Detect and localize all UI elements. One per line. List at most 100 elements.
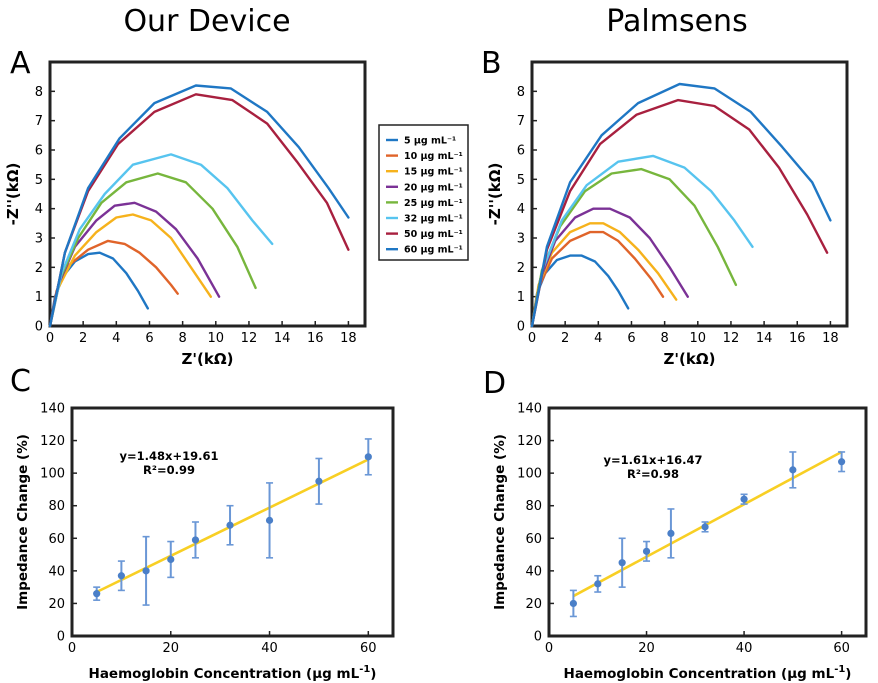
data-point [594, 580, 602, 588]
nyquist-curve-60-ug-ml [530, 82, 832, 328]
y-tick-label: 2 [517, 261, 525, 276]
y-tick-label: 4 [517, 202, 525, 217]
x-axis-title-end: ) [845, 666, 851, 682]
nyquist-curve-50-ug-ml [530, 98, 829, 328]
y-tick-label: 40 [48, 564, 65, 579]
x-axis-title: Z'(kΩ) [664, 350, 716, 368]
legend-box [378, 124, 469, 261]
x-tick-label: 18 [822, 331, 839, 346]
data-point [117, 572, 125, 580]
concentration-legend: 5 μg mL⁻¹ 10 μg mL⁻¹ 15 μg mL⁻¹ 20 μg mL⁻¹ 2… [378, 124, 469, 261]
data-point [93, 590, 101, 598]
x-tick-label: 0 [545, 641, 553, 656]
y-tick-label: 100 [40, 467, 65, 482]
y-tick-label: 0 [534, 630, 542, 645]
column-title-palmsens: Palmsens [606, 4, 748, 39]
y-axis-title: -Z''(kΩ) [4, 163, 22, 226]
x-tick-label: 20 [638, 641, 655, 656]
regression-equation: y=1.61x+16.47 [604, 453, 703, 467]
data-point [167, 555, 175, 564]
nyquist-curve-25-ug-ml [48, 172, 257, 328]
y-tick-label: 1 [517, 290, 525, 305]
nyquist-curve-50-ug-ml [48, 93, 350, 328]
y-tick-label: 140 [517, 402, 542, 417]
x-tick-label: 60 [833, 641, 850, 656]
x-axis-title-main: Haemoglobin Concentration (μg mL [89, 666, 360, 682]
x-tick-label: 16 [307, 331, 324, 346]
data-point [701, 523, 709, 531]
y-tick-label: 6 [35, 144, 43, 159]
legend-label: 15 μg mL⁻¹ [404, 167, 463, 178]
panel-letter-d: D [483, 366, 507, 401]
x-axis-title-superscript: -1 [834, 664, 845, 675]
r-squared-value: R²=0.98 [627, 467, 679, 481]
y-tick-label: 140 [40, 402, 65, 417]
plot-frame [530, 60, 849, 328]
nyquist-curve-15-ug-ml [48, 213, 213, 328]
data-point [226, 521, 234, 529]
x-tick-label: 12 [241, 331, 258, 346]
data-point [789, 466, 797, 474]
plot-frame [547, 406, 868, 638]
x-tick-label: 2 [79, 331, 87, 346]
y-tick-label: 3 [517, 232, 525, 247]
x-axis-title-end: ) [370, 666, 376, 682]
panel-letter-c: C [10, 364, 31, 399]
x-tick-label: 18 [340, 331, 357, 346]
y-tick-label: 60 [48, 532, 65, 547]
y-tick-label: 40 [525, 564, 542, 579]
data-point [142, 567, 150, 575]
y-tick-label: 120 [517, 434, 542, 449]
data-point [191, 536, 200, 544]
y-tick-label: 0 [57, 630, 65, 645]
x-tick-label: 0 [528, 331, 536, 346]
r-squared-value: R²=0.99 [143, 463, 195, 477]
x-tick-label: 0 [68, 641, 76, 656]
y-tick-label: 80 [525, 499, 542, 514]
x-tick-label: 20 [162, 641, 179, 656]
x-tick-label: 40 [261, 641, 278, 656]
y-tick-label: 1 [35, 290, 43, 305]
x-axis-title: Haemoglobin Concentration (μg mL-1) [564, 664, 852, 682]
y-tick-label: 0 [35, 320, 43, 335]
data-point [618, 559, 626, 567]
x-axis-title-main: Haemoglobin Concentration (μg mL [564, 666, 835, 682]
linear-fit-line [572, 450, 843, 598]
y-tick-label: 7 [517, 114, 525, 129]
plot-frame [48, 60, 367, 328]
data-point [315, 477, 323, 485]
x-tick-label: 14 [756, 331, 773, 346]
x-tick-label: 14 [274, 331, 291, 346]
legend-label: 10 μg mL⁻¹ [404, 151, 463, 162]
y-tick-label: 2 [35, 261, 43, 276]
y-tick-label: 4 [35, 202, 43, 217]
legend-label: 50 μg mL⁻¹ [404, 229, 463, 240]
y-tick-label: 80 [48, 499, 65, 514]
nyquist-curve-32-ug-ml [48, 153, 274, 328]
x-axis-title-superscript: -1 [359, 664, 370, 675]
y-axis-title: Impedance Change (%) [15, 434, 31, 610]
data-point [265, 516, 274, 524]
x-tick-label: 4 [594, 331, 602, 346]
y-tick-label: 5 [35, 173, 43, 188]
y-tick-label: 6 [517, 144, 525, 159]
x-tick-label: 6 [627, 331, 635, 346]
panel-d-plot: 0 20 40 60 0 20 40 60 80 100 120 140 Haemoglobin Con… [492, 402, 868, 682]
x-tick-label: 2 [561, 331, 569, 346]
x-tick-label: 60 [360, 641, 377, 656]
x-tick-label: 16 [789, 331, 806, 346]
nyquist-curve-32-ug-ml [530, 154, 754, 328]
data-point [642, 547, 651, 555]
y-tick-label: 100 [517, 467, 542, 482]
x-tick-label: 8 [660, 331, 668, 346]
x-tick-label: 10 [690, 331, 707, 346]
y-tick-label: 3 [35, 232, 43, 247]
data-point [569, 599, 577, 608]
regression-equation: y=1.48x+19.61 [120, 449, 219, 463]
panel-c-plot: 0 20 40 60 0 20 40 60 80 100 120 140 Haemoglobin Con… [15, 402, 395, 682]
y-tick-label: 0 [517, 320, 525, 335]
legend-label: 20 μg mL⁻¹ [404, 182, 463, 193]
x-tick-label: 12 [723, 331, 740, 346]
y-tick-label: 20 [48, 597, 65, 612]
